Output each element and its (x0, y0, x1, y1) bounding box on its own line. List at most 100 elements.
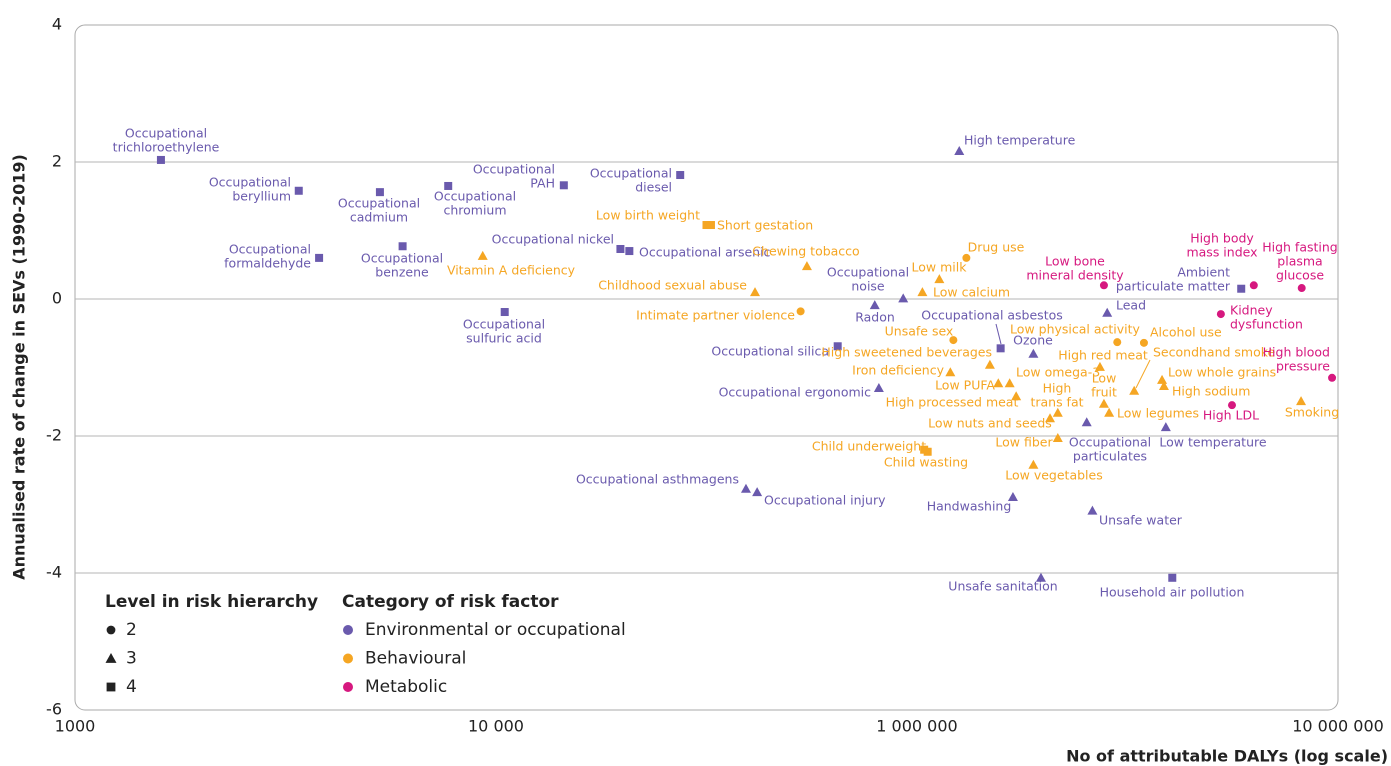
y-tick-label: -4 (46, 563, 62, 582)
marker (1129, 385, 1140, 395)
marker (993, 378, 1004, 388)
marker (898, 293, 909, 303)
legend-label: Behavioural (365, 649, 466, 669)
marker (616, 244, 625, 253)
marker (398, 242, 407, 251)
legend-marker (105, 653, 117, 663)
marker (676, 171, 685, 180)
marker (444, 181, 453, 190)
point-label: Occupational (827, 265, 909, 280)
point-label: mineral density (1026, 268, 1124, 283)
point-label: Low vegetables (1005, 468, 1102, 483)
marker (873, 383, 884, 393)
point-label: Low birth weight (596, 208, 700, 223)
marker (1227, 401, 1236, 410)
marker (750, 287, 761, 297)
point-label: Low omega-3 (1016, 365, 1100, 380)
point-label: Low bone (1045, 254, 1105, 269)
point-label: Kidney (1230, 303, 1273, 318)
point-label: Low temperature (1159, 435, 1266, 450)
point-label: High blood (1263, 345, 1330, 360)
marker (1052, 407, 1063, 417)
marker (477, 250, 488, 260)
point-label: diesel (635, 180, 672, 195)
marker (1104, 407, 1115, 417)
point-label: High processed meat (886, 395, 1019, 410)
point-label: High (1043, 381, 1072, 396)
marker (1011, 391, 1022, 401)
point-label: fruit (1091, 385, 1117, 400)
point-label: High temperature (964, 133, 1076, 148)
point-label: Unsafe water (1099, 513, 1183, 528)
point-label: Occupational nickel (492, 232, 614, 247)
point-label: Occupational injury (764, 493, 886, 508)
point-label: noise (851, 279, 885, 294)
point-label: Child wasting (884, 455, 968, 470)
marker (315, 253, 324, 262)
marker (1139, 338, 1148, 347)
point-label: Ambient (1177, 265, 1230, 280)
marker (625, 247, 634, 256)
marker (1007, 491, 1018, 501)
y-tick-label: -2 (46, 426, 62, 445)
marker (1158, 380, 1169, 390)
point-label: Iron deficiency (852, 363, 944, 378)
x-tick-label: 10 000 000 (1292, 717, 1384, 736)
legend-marker (343, 625, 353, 635)
point-label: Short gestation (717, 218, 813, 233)
point-label: Occupational (361, 251, 443, 266)
point-label: High LDL (1203, 408, 1259, 423)
point-label: cadmium (350, 210, 408, 225)
point-label: Radon (855, 310, 895, 325)
marker (156, 155, 165, 164)
marker (996, 344, 1005, 353)
point-label: particulate matter (1116, 279, 1231, 294)
point-label: High fasting (1262, 240, 1338, 255)
point-label: trans fat (1030, 395, 1083, 410)
point-label: Occupational (590, 166, 672, 181)
marker (923, 447, 932, 456)
point-label: Occupational (473, 162, 555, 177)
legend-label: 3 (126, 649, 137, 669)
legend-title: Level in risk hierarchy (105, 592, 318, 612)
marker (1045, 413, 1056, 423)
point-label: Occupational asbestos (921, 308, 1063, 323)
point-label: formaldehyde (224, 256, 311, 271)
point-label: Low (1092, 371, 1117, 386)
legend-marker (106, 625, 116, 635)
x-axis-title: No of attributable DALYs (log scale) (1066, 747, 1388, 766)
point-label: Occupational (1069, 435, 1151, 450)
point-label: Ozone (1013, 333, 1053, 348)
point-label: Occupational (338, 196, 420, 211)
legend-label: 2 (126, 620, 137, 640)
marker (801, 261, 812, 271)
marker (1160, 422, 1171, 432)
point-label: Secondhand smoke (1153, 345, 1276, 360)
marker (375, 188, 384, 197)
y-tick-label: 2 (52, 152, 62, 171)
point-label: PAH (530, 176, 555, 191)
marker (1094, 361, 1105, 371)
marker (1004, 378, 1015, 388)
marker (702, 221, 711, 230)
marker (1099, 281, 1108, 290)
point-label: Low milk (912, 260, 968, 275)
marker (706, 221, 715, 230)
point-label: Occupational asthmagens (576, 472, 739, 487)
point-label: Unsafe sex (885, 324, 954, 339)
point-label: High sodium (1172, 384, 1250, 399)
y-axis-title: Annualised rate of change in SEVs (1990-… (10, 154, 29, 580)
legend-label: Environmental or occupational (365, 620, 626, 640)
point-label: Drug use (968, 240, 1025, 255)
marker (1297, 284, 1306, 293)
point-label: Occupational (434, 189, 516, 204)
point-label: Occupational arsenic (639, 245, 771, 260)
point-label: chromium (443, 203, 506, 218)
y-tick-label: 0 (52, 289, 62, 308)
point-label: Chewing tobacco (752, 244, 859, 259)
point-label: Lead (1116, 298, 1146, 313)
point-label: Household air pollution (1100, 585, 1245, 600)
x-tick-label: 1000 (55, 717, 96, 736)
marker (1296, 396, 1307, 406)
